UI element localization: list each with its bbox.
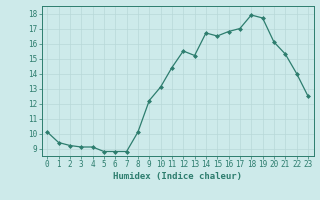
X-axis label: Humidex (Indice chaleur): Humidex (Indice chaleur) bbox=[113, 172, 242, 181]
